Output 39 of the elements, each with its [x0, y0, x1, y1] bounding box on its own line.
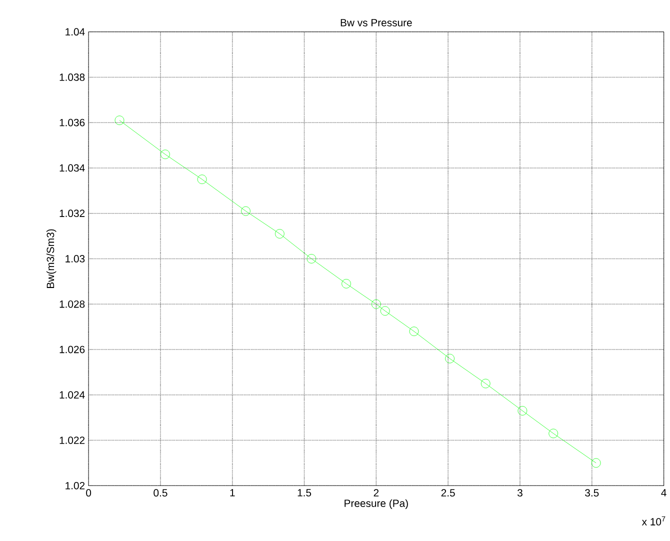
x-axis-title: Preesure (Pa): [344, 499, 408, 509]
point: [380, 306, 390, 316]
y-tick-label: 1.026: [60, 346, 85, 354]
x-tick-label: 0.5: [154, 488, 168, 496]
point: [275, 228, 284, 238]
y-tick-label: 1.032: [60, 209, 85, 217]
point: [114, 115, 124, 125]
point: [160, 150, 170, 159]
y-tick-label: 1.022: [60, 436, 85, 444]
text: x 10$^{7}$: [642, 516, 666, 526]
y-tick-label: 1.04: [66, 28, 85, 36]
point: [591, 458, 601, 468]
y-tick-label: 1.02: [66, 482, 85, 490]
x-tick-label: 0: [86, 488, 92, 496]
point: [518, 406, 528, 416]
point: [548, 428, 558, 438]
y-tick-label: 1.024: [60, 391, 85, 398]
x-tick-label: 3.5: [585, 488, 599, 496]
x-tick-label: 2: [374, 488, 379, 496]
point: [409, 326, 419, 336]
y-tick-label: 1.034: [60, 164, 85, 172]
y-axis-title: Bw(m3/Sm3): [46, 229, 56, 288]
x-tick-label: 1.5: [298, 488, 312, 496]
point: [445, 354, 454, 364]
point: [197, 174, 207, 184]
y-tick-label: 1.036: [60, 118, 85, 126]
x-tick-label: 3: [517, 488, 522, 496]
point: [306, 254, 316, 264]
point: [342, 278, 351, 288]
x-tick-label: 2.5: [441, 488, 455, 496]
y-tick-label: 1.03: [66, 254, 85, 262]
chart-title: Bw vs Pressure: [340, 18, 412, 26]
x-tick-label: 1: [230, 488, 235, 496]
y-tick-label: 1.028: [60, 300, 85, 308]
point: [480, 378, 490, 388]
x-tick-label: 4: [661, 488, 666, 496]
point: [372, 299, 381, 309]
y-tick-label: 1.038: [60, 73, 85, 81]
point: [241, 206, 250, 216]
